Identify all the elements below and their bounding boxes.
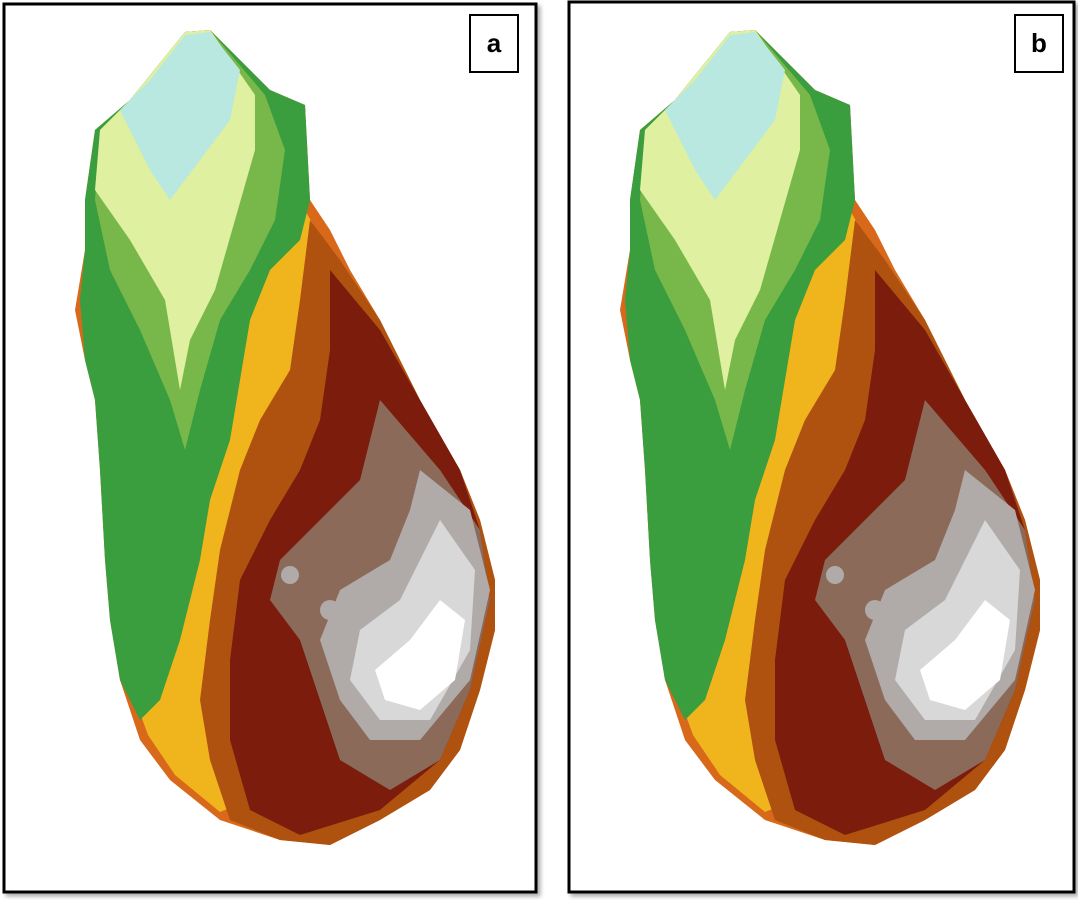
figure: a b [0, 0, 1078, 900]
panel-a: a [4, 4, 536, 892]
panel-label: a [487, 28, 502, 58]
panel-b: b [569, 2, 1074, 892]
page: a b (() => { const data = JSON.parse(doc… [0, 0, 1078, 900]
panel-label: b [1031, 28, 1047, 58]
